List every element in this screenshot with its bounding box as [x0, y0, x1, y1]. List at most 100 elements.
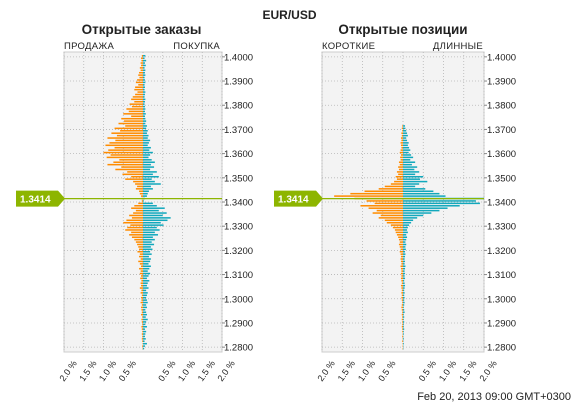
- bar-right: [143, 183, 161, 185]
- bar-right: [403, 185, 416, 188]
- bar-right: [143, 280, 150, 282]
- bar-right: [143, 144, 148, 147]
- bar-left: [398, 238, 403, 241]
- bar-right: [143, 238, 155, 241]
- bar-left: [401, 132, 403, 134]
- bar-left: [402, 323, 403, 326]
- bar-left: [125, 229, 143, 231]
- bar-left: [399, 250, 403, 253]
- bar-left: [400, 154, 403, 156]
- bar-left: [121, 117, 143, 120]
- bar-right: [403, 159, 411, 161]
- bar-left: [141, 275, 143, 277]
- bar-left: [134, 88, 143, 91]
- bar-left: [114, 127, 143, 130]
- bar-right: [143, 81, 146, 84]
- bar-left: [401, 263, 403, 265]
- bar-left: [139, 253, 143, 255]
- bar-left: [399, 163, 403, 166]
- bar-right: [403, 175, 424, 178]
- bar-left: [141, 265, 143, 268]
- bar-left: [401, 292, 403, 294]
- y-tick-label: 1.4000: [487, 52, 516, 63]
- bar-right: [143, 260, 151, 263]
- bar-left: [401, 270, 403, 272]
- y-tick-label: 1.3900: [487, 77, 516, 88]
- bar-left: [125, 125, 143, 127]
- bar-right: [143, 202, 153, 205]
- open-positions-title: Открытые позиции: [338, 22, 468, 37]
- bar-right: [403, 130, 407, 132]
- bar-left: [133, 212, 143, 214]
- bar-left: [138, 202, 143, 205]
- bar-left: [401, 275, 403, 277]
- bar-left: [141, 306, 143, 309]
- bar-right: [403, 134, 408, 137]
- bar-right: [403, 250, 406, 253]
- bar-right: [403, 161, 416, 163]
- bar-right: [143, 117, 146, 120]
- bar-left: [141, 64, 143, 67]
- bar-right: [143, 173, 153, 176]
- bar-left: [120, 130, 143, 132]
- bar-left: [390, 224, 403, 226]
- bar-left: [394, 229, 403, 231]
- bar-left: [402, 130, 403, 132]
- bar-right: [403, 178, 421, 180]
- bar-right: [143, 236, 153, 238]
- x-tick-label: 2.0 %: [315, 359, 336, 384]
- bar-right: [143, 311, 147, 313]
- bar-left: [360, 205, 403, 207]
- bar-right: [143, 263, 149, 265]
- bar-right: [143, 250, 151, 253]
- bar-left: [119, 159, 143, 161]
- bar-right: [403, 219, 414, 222]
- bar-left: [141, 313, 143, 316]
- bar-left: [141, 284, 143, 287]
- bar-right: [403, 207, 448, 209]
- bar-right: [143, 321, 147, 323]
- bar-right: [403, 151, 409, 154]
- bar-right: [143, 345, 145, 347]
- bar-left: [402, 301, 403, 304]
- bar-left: [111, 132, 143, 134]
- bar-left: [142, 345, 143, 347]
- bar-right: [403, 277, 406, 280]
- bar-left: [395, 175, 403, 178]
- bar-left: [141, 280, 143, 282]
- bar-left: [142, 316, 143, 318]
- bar-left: [402, 321, 403, 323]
- bar-left: [131, 236, 143, 238]
- bar-left: [129, 214, 143, 217]
- bar-left: [402, 335, 403, 338]
- bar-left: [121, 166, 143, 168]
- bar-left: [141, 321, 143, 323]
- y-tick-label: 1.3400: [487, 198, 516, 209]
- orders-right-label: ПОКУПКА: [173, 41, 220, 52]
- bar-right: [143, 209, 159, 212]
- bar-right: [403, 313, 404, 316]
- bar-left: [400, 255, 403, 258]
- bar-right: [143, 200, 144, 202]
- bar-left: [366, 200, 403, 202]
- bar-right: [143, 156, 149, 159]
- bar-right: [143, 130, 148, 132]
- bar-right: [143, 74, 146, 76]
- bar-left: [395, 231, 403, 234]
- bar-right: [143, 93, 145, 96]
- x-tick-label: 2.0 %: [215, 359, 236, 384]
- bar-left: [384, 185, 403, 188]
- bar-left: [400, 144, 403, 147]
- y-tick-label: 1.3000: [487, 294, 516, 305]
- bar-left: [131, 105, 143, 108]
- bar-right: [403, 304, 405, 306]
- bar-left: [140, 258, 143, 260]
- y-tick-label: 1.2900: [224, 318, 253, 329]
- bar-left: [139, 76, 143, 79]
- bar-right: [403, 166, 418, 168]
- bar-right: [403, 318, 404, 321]
- bar-right: [143, 313, 147, 316]
- bar-right: [403, 309, 405, 311]
- current-price-label: 1.3414: [20, 195, 51, 206]
- bar-left: [396, 178, 403, 180]
